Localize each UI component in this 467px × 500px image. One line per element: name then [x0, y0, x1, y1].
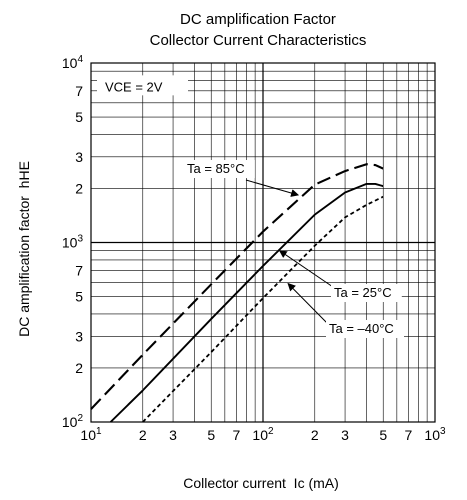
- y-tick-label-6: 2: [75, 180, 83, 196]
- condition-label: VCE = 2V: [105, 79, 163, 94]
- x-axis-label: Collector current Ic (mA): [183, 475, 339, 491]
- y-tick-label-9: 7: [75, 83, 83, 99]
- series-line-1: [109, 182, 384, 423]
- annotation-bg-1: [331, 284, 402, 302]
- x-tick-label-4: 7: [232, 427, 240, 443]
- annotation-label-2: Ta = –40°C: [329, 321, 394, 336]
- x-tick-label-10: 103: [424, 426, 446, 443]
- annotation-label-1: Ta = 25°C: [334, 285, 392, 300]
- y-tick-label-4: 7: [75, 262, 83, 278]
- y-tick-label-0: 102: [62, 413, 84, 430]
- x-tick-label-5: 102: [252, 426, 274, 443]
- x-tick-label-6: 2: [311, 427, 319, 443]
- series-layer: [90, 163, 384, 423]
- annotation-arrow-1: [278, 250, 334, 288]
- series-line-2: [142, 195, 384, 423]
- x-tick-label-3: 5: [207, 427, 215, 443]
- y-tick-label-5: 103: [62, 234, 84, 251]
- plot-frame: [90, 62, 436, 423]
- x-tick-label-9: 7: [404, 427, 412, 443]
- y-tick-label-8: 5: [75, 109, 83, 125]
- y-tick-label-7: 3: [75, 149, 83, 165]
- y-tick-label-1: 2: [75, 360, 83, 376]
- chart-title-line-1: DC amplification Factor: [180, 11, 336, 28]
- y-tick-label-10: 104: [62, 54, 84, 71]
- condition-box: [97, 75, 188, 96]
- chart-title-line-2: Collector Current Characteristics: [150, 32, 367, 49]
- annotation-arrow-2: [287, 282, 329, 325]
- x-tick-label-2: 3: [169, 427, 177, 443]
- tick-labels: 101 2 3 5 7 102 2 3 5 7 103 102 2 3 5 7 103 2 3 5 7 104: [62, 54, 446, 443]
- grid: VCE = 2V: [91, 63, 435, 422]
- annotation-arrow-0: [245, 179, 300, 197]
- annotation-bg-2: [326, 320, 404, 338]
- x-tick-label-8: 5: [379, 427, 387, 443]
- annotation-bg-0: [184, 160, 255, 178]
- x-tick-label-1: 2: [139, 427, 147, 443]
- y-axis-label: DC amplification factor hHE: [16, 161, 32, 337]
- series-line-0: [90, 163, 384, 410]
- x-tick-label-7: 3: [341, 427, 349, 443]
- annotations: Ta = 85°C Ta = 25°C Ta = –40°C: [184, 160, 404, 338]
- y-tick-label-3: 5: [75, 289, 83, 305]
- annotation-label-0: Ta = 85°C: [187, 161, 245, 176]
- x-tick-label-0: 101: [80, 426, 102, 443]
- y-tick-label-2: 3: [75, 328, 83, 344]
